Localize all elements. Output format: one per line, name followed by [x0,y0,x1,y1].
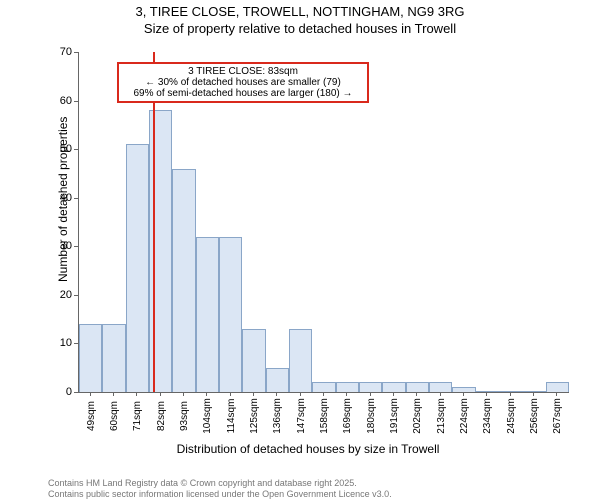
xtick-label: 114sqm [226,399,237,434]
footnote-line2: Contains public sector information licen… [48,489,392,500]
xtick-mark [393,392,394,396]
histogram-bar [312,382,335,392]
xtick-mark [556,392,557,396]
xtick-mark [440,392,441,396]
xtick-mark [183,392,184,396]
ytick-label: 0 [50,386,72,398]
histogram-bar [172,169,195,392]
xtick-label: 60sqm [109,401,120,431]
ytick-label: 10 [50,337,72,349]
xtick-mark [253,392,254,396]
ytick-label: 70 [50,46,72,58]
histogram-bar [242,329,265,392]
annotation-line: ← 30% of detached houses are smaller (79… [123,77,363,88]
histogram-bar [406,382,429,392]
xtick-mark [416,392,417,396]
plot-area: 3 TIREE CLOSE: 83sqm← 30% of detached ho… [78,52,569,393]
histogram-bar [499,391,522,392]
histogram-bar [219,237,242,392]
histogram-bar [336,382,359,392]
ytick-mark [74,149,78,150]
xtick-mark [510,392,511,396]
xtick-label: 49sqm [86,401,97,431]
title-line1: 3, TIREE CLOSE, TROWELL, NOTTINGHAM, NG9… [0,4,600,19]
histogram-bar [79,324,102,392]
ytick-mark [74,246,78,247]
highlight-marker-line [153,52,155,392]
xtick-mark [113,392,114,396]
xtick-mark [160,392,161,396]
ytick-label: 40 [50,192,72,204]
xtick-mark [300,392,301,396]
xtick-label: 213sqm [436,398,447,434]
histogram-bar [196,237,219,392]
xtick-label: 93sqm [179,401,190,431]
xtick-mark [230,392,231,396]
histogram-bar [102,324,125,392]
xtick-mark [90,392,91,396]
x-axis-label: Distribution of detached houses by size … [48,442,568,456]
ytick-mark [74,52,78,53]
ytick-label: 20 [50,289,72,301]
histogram-bar [382,382,405,392]
histogram-bar [546,382,569,392]
xtick-label: 267sqm [552,398,563,434]
chart-area: 3 TIREE CLOSE: 83sqm← 30% of detached ho… [48,52,568,422]
xtick-mark [276,392,277,396]
ytick-label: 60 [50,95,72,107]
ytick-mark [74,392,78,393]
xtick-label: 147sqm [296,398,307,434]
xtick-label: 71sqm [132,401,143,431]
footnote: Contains HM Land Registry data © Crown c… [48,478,392,500]
xtick-label: 104sqm [202,398,213,434]
xtick-label: 136sqm [272,398,283,434]
histogram-bar [266,368,289,392]
ytick-label: 50 [50,143,72,155]
xtick-mark [370,392,371,396]
xtick-mark [463,392,464,396]
xtick-label: 169sqm [342,398,353,434]
annotation-callout: 3 TIREE CLOSE: 83sqm← 30% of detached ho… [117,62,369,103]
xtick-mark [533,392,534,396]
xtick-label: 245sqm [506,398,517,434]
ytick-mark [74,343,78,344]
histogram-bar [126,144,149,392]
xtick-mark [323,392,324,396]
annotation-line: 3 TIREE CLOSE: 83sqm [123,66,363,77]
histogram-bar [359,382,382,392]
xtick-label: 256sqm [529,398,540,434]
histogram-bar [429,382,452,392]
xtick-label: 180sqm [366,398,377,434]
annotation-line: 69% of semi-detached houses are larger (… [123,88,363,99]
xtick-label: 202sqm [412,398,423,434]
xtick-label: 82sqm [156,401,167,431]
xtick-label: 224sqm [459,398,470,434]
title-line2: Size of property relative to detached ho… [0,21,600,36]
xtick-mark [486,392,487,396]
xtick-label: 158sqm [319,398,330,434]
xtick-label: 191sqm [389,398,400,434]
ytick-mark [74,198,78,199]
xtick-mark [136,392,137,396]
footnote-line1: Contains HM Land Registry data © Crown c… [48,478,392,489]
xtick-label: 234sqm [482,398,493,434]
xtick-label: 125sqm [249,398,260,434]
ytick-mark [74,295,78,296]
histogram-bar [289,329,312,392]
ytick-label: 30 [50,240,72,252]
xtick-mark [206,392,207,396]
xtick-mark [346,392,347,396]
ytick-mark [74,101,78,102]
